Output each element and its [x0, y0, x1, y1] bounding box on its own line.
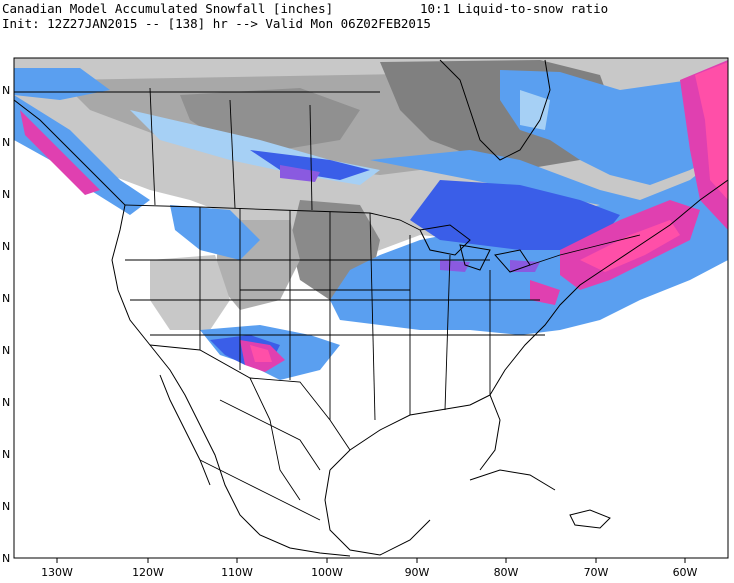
lat-label: N [2, 84, 10, 97]
political-borders [14, 87, 641, 521]
lat-label: N [2, 552, 10, 565]
lon-label-80w: 80W [494, 566, 519, 579]
lon-label-110w: 110W [221, 566, 253, 579]
lon-label-100w: 100W [311, 566, 343, 579]
latitude-labels: N N N N N N N N N N [2, 84, 10, 565]
lon-label-90w: 90W [405, 566, 430, 579]
snowfall-shading [14, 58, 728, 380]
lat-label: N [2, 240, 10, 253]
lat-label: N [2, 188, 10, 201]
lon-label-120w: 120W [132, 566, 164, 579]
lon-label-70w: 70W [584, 566, 609, 579]
longitude-ticks [56, 558, 686, 563]
map-frame [13, 57, 729, 559]
lat-label: N [2, 292, 10, 305]
map-title: Canadian Model Accumulated Snowfall [inc… [2, 1, 334, 16]
longitude-labels: 130W 120W 110W 100W 90W 80W 70W 60W [41, 566, 697, 579]
lat-label: N [2, 136, 10, 149]
lat-label: N [2, 448, 10, 461]
snow-ratio-label: 10:1 Liquid-to-snow ratio [420, 1, 609, 16]
init-valid-line: Init: 12Z27JAN2015 -- [138] hr --> Valid… [2, 16, 431, 31]
coastlines [14, 59, 728, 557]
lon-label-130w: 130W [41, 566, 73, 579]
lat-label: N [2, 344, 10, 357]
lon-label-60w: 60W [673, 566, 698, 579]
lat-label: N [2, 396, 10, 409]
lat-label: N [2, 500, 10, 513]
